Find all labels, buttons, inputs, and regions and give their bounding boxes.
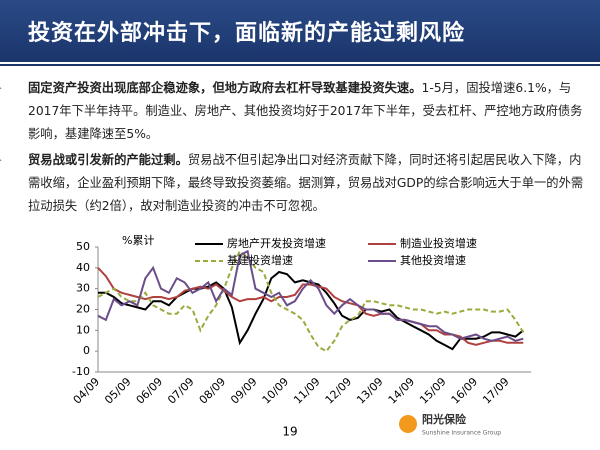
page-number: 19 bbox=[282, 425, 297, 439]
y-tick-label: 30 bbox=[76, 282, 90, 295]
y-tick-label: 50 bbox=[76, 240, 90, 253]
bullet-text: 贸易战不但引起净出口对经济贡献下降，同时还将引起居民收入下降，内需收缩，企业盈利… bbox=[28, 153, 584, 213]
bullet-lead: 固定资产投资出现底部企稳迹象，但地方政府去杠杆导致基建投资失速。 bbox=[28, 81, 422, 95]
y-tick-label: 10 bbox=[76, 323, 90, 336]
x-tick-label: 11/09 bbox=[291, 375, 323, 407]
y-tick-label: -10 bbox=[72, 365, 90, 378]
legend-label: 其他投资增速 bbox=[400, 253, 466, 267]
unit-label: %累计 bbox=[122, 234, 154, 247]
x-tick-label: 13/09 bbox=[354, 375, 386, 407]
x-tick-label: 08/09 bbox=[197, 375, 229, 407]
x-tick-label: 09/09 bbox=[228, 375, 260, 407]
legend-label: 基建投资增速 bbox=[227, 253, 293, 267]
y-tick-label: 40 bbox=[76, 261, 90, 274]
x-tick-label: 07/09 bbox=[165, 375, 197, 407]
x-tick-label: 17/09 bbox=[480, 375, 512, 407]
x-tick-label: 05/09 bbox=[102, 375, 134, 407]
rule bbox=[0, 64, 600, 66]
series-line bbox=[98, 270, 524, 351]
x-tick-label: 15/09 bbox=[417, 375, 449, 407]
x-tick-label: 16/09 bbox=[449, 375, 481, 407]
bullet-text: 1-5月，固投增速6.1%，与2017年下半年持平。制造业、房地产、其他投资均好… bbox=[28, 81, 583, 141]
bullet: ➢固定资产投资出现底部企稳迹象，但地方政府去杠杆导致基建投资失速。1-5月，固投… bbox=[0, 77, 585, 146]
x-tick-label: 04/09 bbox=[71, 375, 103, 407]
logo: 阳光保险 bbox=[422, 412, 467, 426]
title-bar: 投资在外部冲击下，面临新的产能过剩风险 bbox=[0, 0, 600, 62]
logo-icon bbox=[399, 415, 417, 433]
logo-en: Sunshine Insurance Group bbox=[422, 430, 501, 437]
x-tick-label: 10/09 bbox=[260, 375, 292, 407]
x-tick-label: 06/09 bbox=[134, 375, 166, 407]
series-line bbox=[97, 249, 525, 353]
bullet: ➢贸易战或引发新的产能过剩。贸易战不但引起净出口对经济贡献下降，同时还将引起居民… bbox=[0, 149, 585, 218]
x-tick-label: 12/09 bbox=[323, 375, 355, 407]
x-tick-label: 14/09 bbox=[386, 375, 418, 407]
series-line bbox=[97, 249, 524, 342]
legend-label: 制造业投资增速 bbox=[400, 236, 477, 250]
y-tick-label: 0 bbox=[83, 344, 90, 357]
y-tick-label: 20 bbox=[76, 303, 90, 316]
legend-label: 房地产开发投资增速 bbox=[227, 236, 326, 250]
slide-title: 投资在外部冲击下，面临新的产能过剩风险 bbox=[28, 21, 466, 46]
bullet-lead: 贸易战或引发新的产能过剩。 bbox=[28, 153, 188, 167]
